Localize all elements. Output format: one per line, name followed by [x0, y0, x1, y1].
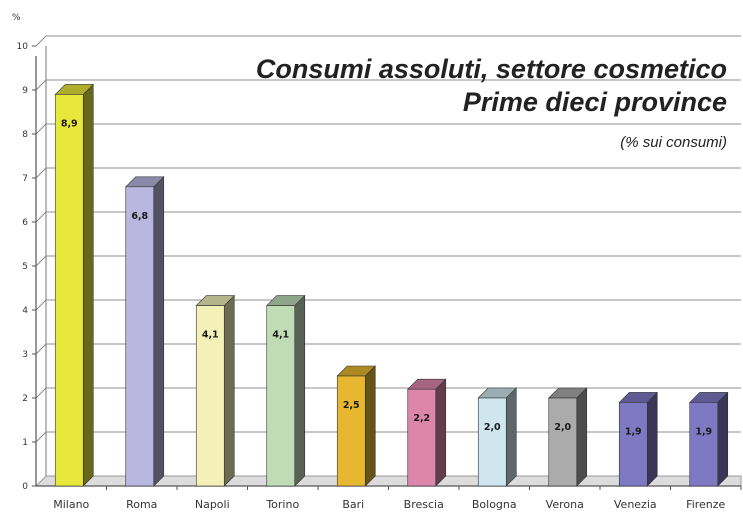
bar-bologna: [477, 387, 517, 487]
bar-napoli: [195, 294, 235, 487]
chart-subtitle: Prime dieci province: [463, 87, 727, 117]
grid-diagonal: [35, 343, 47, 355]
bars-layer: [54, 83, 729, 487]
chart-title: Consumi assoluti, settore cosmetico: [256, 54, 727, 84]
x-tick-label: Verona: [546, 498, 584, 511]
grid-diagonal: [35, 299, 47, 311]
grid-diagonal: [35, 79, 47, 91]
bar-torino: [266, 294, 306, 487]
y-tick-label: 3: [22, 350, 28, 360]
bar-side-face: [576, 387, 588, 487]
bar-value-label: 2,5: [343, 400, 360, 411]
bar-bari: [336, 365, 376, 487]
bar-front-face: [407, 388, 437, 487]
bar-value-label: 2,0: [554, 422, 571, 433]
grid-diagonal: [35, 255, 47, 267]
bar-milano: [54, 83, 94, 487]
y-tick-label: 2: [22, 394, 28, 404]
bar-side-face: [153, 176, 165, 487]
bar-value-label: 1,9: [625, 426, 642, 437]
bar-side-face: [717, 391, 729, 487]
y-tick-label: 4: [22, 306, 28, 316]
y-tick-label: 0: [22, 482, 28, 492]
bar-side-face: [646, 391, 658, 487]
x-tick-label: Firenze: [686, 498, 725, 511]
y-tick-label: 6: [22, 218, 28, 228]
bar-value-label: 8,9: [61, 118, 78, 129]
bar-front-face: [266, 305, 296, 487]
bar-side-face: [505, 387, 517, 487]
y-tick-label: 10: [17, 42, 29, 52]
x-tick-label: Brescia: [404, 498, 444, 511]
bar-side-face: [435, 378, 447, 487]
bar-brescia: [407, 378, 447, 487]
grid-diagonal: [35, 211, 47, 223]
grid-diagonal: [35, 167, 47, 179]
labels-layer: 8,9 Milano 6,8 Roma 4,1 Napoli 4,1 Torino 2,5 Bar…: [53, 118, 725, 511]
bar-side-face: [82, 83, 94, 487]
bar-value-label: 6,8: [131, 211, 148, 222]
x-tick-label: Torino: [265, 498, 299, 511]
grid-diagonal: [35, 431, 47, 443]
y-tick-label: 9: [22, 86, 28, 96]
bar-side-face: [223, 294, 235, 487]
bar-side-face: [294, 294, 306, 487]
bar-front-face: [548, 397, 578, 487]
bar-verona: [548, 387, 588, 487]
bar-venezia: [618, 391, 658, 487]
x-tick-label: Milano: [53, 498, 89, 511]
grid-diagonal: [35, 387, 47, 399]
y-tick-label: 5: [22, 262, 28, 272]
bar-firenze: [689, 391, 729, 487]
bar-front-face: [336, 375, 366, 487]
grid-diagonal: [35, 123, 47, 135]
bar-value-label: 2,2: [413, 413, 430, 424]
bar-value-label: 1,9: [695, 426, 712, 437]
bar-roma: [125, 176, 165, 487]
bar-front-face: [689, 402, 719, 487]
x-tick-label: Venezia: [614, 498, 657, 511]
bar-value-label: 2,0: [484, 422, 501, 433]
bar-side-face: [364, 365, 376, 487]
bar-front-face: [618, 402, 648, 487]
y-tick-label: 1: [22, 438, 28, 448]
bar-value-label: 4,1: [272, 330, 289, 341]
grid-diagonal: [35, 35, 47, 47]
x-tick-label: Bari: [342, 498, 364, 511]
y-axis-unit-label: %: [12, 13, 21, 23]
chart-note: (% sui consumi): [620, 134, 727, 151]
y-tick-label: 7: [22, 174, 28, 184]
bar-front-face: [54, 94, 84, 487]
x-tick-label: Roma: [126, 498, 157, 511]
bar-value-label: 4,1: [202, 330, 219, 341]
bar-front-face: [195, 305, 225, 487]
bar-front-face: [125, 186, 155, 487]
bar-front-face: [477, 397, 507, 487]
y-tick-label: 8: [22, 130, 28, 140]
x-tick-label: Bologna: [472, 498, 517, 511]
x-tick-label: Napoli: [195, 498, 230, 511]
